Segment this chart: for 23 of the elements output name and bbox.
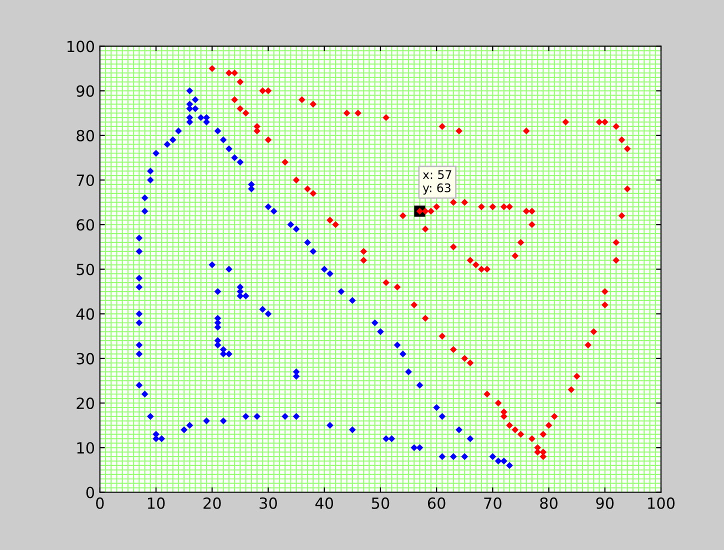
x-tick-label: 70 xyxy=(484,497,502,509)
x-tick-label: 80 xyxy=(540,497,558,509)
x-tick-label: 40 xyxy=(315,497,334,509)
y-tick-label: 10 xyxy=(77,442,94,454)
y-tick-label: 80 xyxy=(76,130,94,142)
y-tick-label: 90 xyxy=(76,85,94,97)
y-tick-label: 60 xyxy=(76,219,94,231)
y-tick-label: 0 xyxy=(86,486,94,498)
x-tick-label: 0 xyxy=(96,497,104,509)
x-tick-label: 90 xyxy=(596,497,614,509)
x-tick-label: 100 xyxy=(648,497,675,509)
y-tick-label: 100 xyxy=(68,40,94,52)
x-tick-label: 60 xyxy=(428,497,446,509)
annotation: x: 57 y: 63 xyxy=(422,170,452,195)
x-tick-label: 30 xyxy=(260,497,277,509)
x-tick-label: 50 xyxy=(372,497,390,509)
x-tick-label: 10 xyxy=(148,497,165,509)
y-tick-label: 40 xyxy=(76,308,94,320)
y-tick-label: 70 xyxy=(76,174,94,186)
y-tick-label: 20 xyxy=(76,398,94,410)
y-tick-label: 50 xyxy=(76,264,94,276)
y-tick-label: 30 xyxy=(76,352,94,364)
x-tick-label: 20 xyxy=(204,497,221,509)
